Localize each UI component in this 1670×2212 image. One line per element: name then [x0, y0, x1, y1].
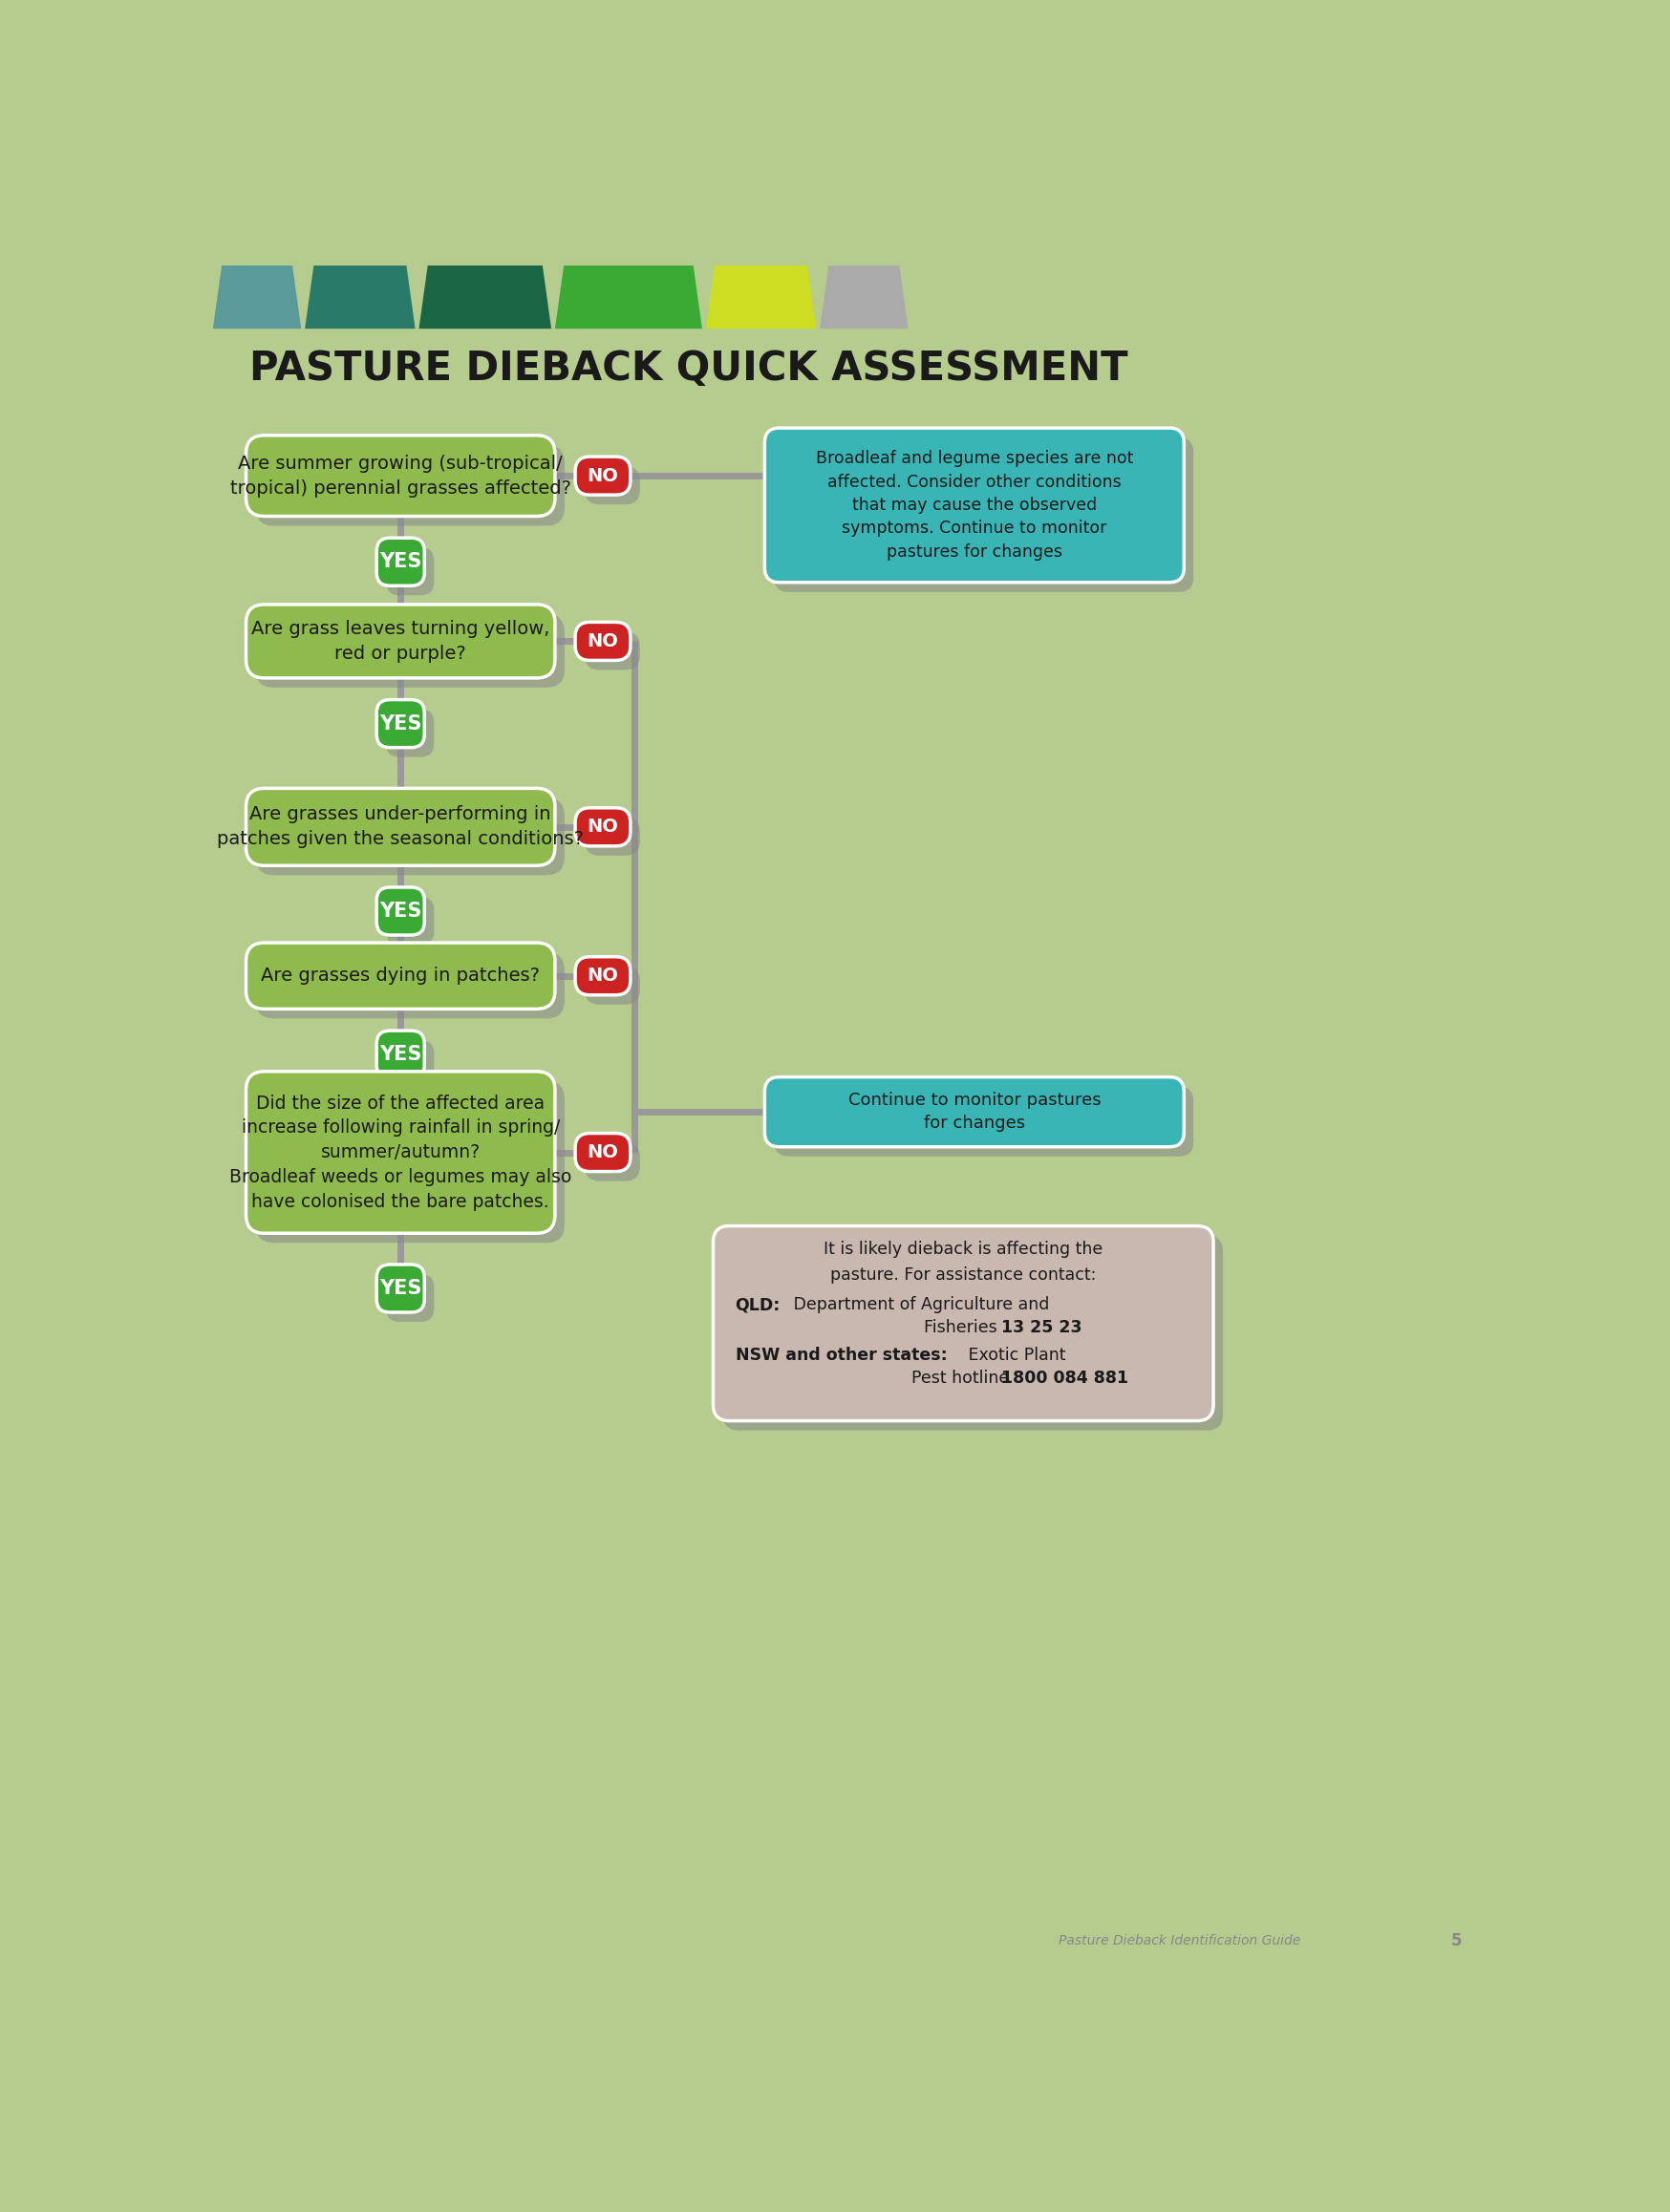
FancyBboxPatch shape: [386, 896, 434, 945]
FancyBboxPatch shape: [765, 427, 1184, 582]
FancyBboxPatch shape: [775, 1086, 1194, 1157]
Text: Broadleaf and legume species are not
affected. Consider other conditions
that ma: Broadleaf and legume species are not aff…: [815, 451, 1132, 560]
Text: YES: YES: [379, 553, 423, 571]
Text: PASTURE DIEBACK QUICK ASSESSMENT: PASTURE DIEBACK QUICK ASSESSMENT: [250, 349, 1129, 389]
Text: pasture. For assistance contact:: pasture. For assistance contact:: [830, 1267, 1096, 1283]
FancyBboxPatch shape: [377, 1031, 424, 1079]
FancyBboxPatch shape: [574, 1133, 630, 1172]
Text: YES: YES: [379, 1044, 423, 1064]
Text: Exotic Plant: Exotic Plant: [964, 1347, 1065, 1363]
FancyBboxPatch shape: [765, 1077, 1184, 1146]
Text: NO: NO: [588, 633, 618, 650]
FancyBboxPatch shape: [584, 967, 640, 1004]
Text: Are summer growing (sub-tropical/
tropical) perennial grasses affected?: Are summer growing (sub-tropical/ tropic…: [230, 453, 571, 498]
FancyBboxPatch shape: [256, 615, 564, 688]
Text: QLD:: QLD:: [735, 1296, 780, 1314]
Text: YES: YES: [379, 902, 423, 920]
Text: Fisheries: Fisheries: [924, 1318, 1002, 1336]
Text: NO: NO: [588, 467, 618, 484]
FancyBboxPatch shape: [245, 604, 554, 679]
FancyBboxPatch shape: [256, 445, 564, 526]
FancyBboxPatch shape: [256, 799, 564, 876]
FancyBboxPatch shape: [256, 1082, 564, 1243]
FancyBboxPatch shape: [723, 1237, 1222, 1431]
Polygon shape: [419, 265, 551, 330]
FancyBboxPatch shape: [775, 438, 1194, 593]
Text: NO: NO: [588, 818, 618, 836]
FancyBboxPatch shape: [377, 887, 424, 936]
Text: NO: NO: [588, 967, 618, 984]
Polygon shape: [820, 265, 908, 330]
FancyBboxPatch shape: [245, 436, 554, 515]
FancyBboxPatch shape: [256, 953, 564, 1018]
FancyBboxPatch shape: [245, 942, 554, 1009]
FancyBboxPatch shape: [584, 633, 640, 670]
Text: 13 25 23: 13 25 23: [1002, 1318, 1082, 1336]
FancyBboxPatch shape: [574, 622, 630, 661]
FancyBboxPatch shape: [713, 1225, 1214, 1420]
Text: Are grasses dying in patches?: Are grasses dying in patches?: [261, 967, 539, 984]
FancyBboxPatch shape: [584, 1144, 640, 1181]
Polygon shape: [306, 265, 416, 330]
Text: 1800 084 881: 1800 084 881: [1002, 1369, 1129, 1387]
Text: Are grass leaves turning yellow,
red or purple?: Are grass leaves turning yellow, red or …: [250, 619, 549, 664]
Text: YES: YES: [379, 714, 423, 732]
FancyBboxPatch shape: [584, 818, 640, 856]
FancyBboxPatch shape: [574, 456, 630, 495]
FancyBboxPatch shape: [377, 699, 424, 748]
Text: Did the size of the affected area
increase following rainfall in spring/
summer/: Did the size of the affected area increa…: [229, 1095, 571, 1210]
FancyBboxPatch shape: [574, 958, 630, 995]
FancyBboxPatch shape: [386, 1040, 434, 1088]
FancyBboxPatch shape: [377, 538, 424, 586]
FancyBboxPatch shape: [245, 1071, 554, 1234]
FancyBboxPatch shape: [245, 787, 554, 865]
FancyBboxPatch shape: [386, 549, 434, 595]
Text: Are grasses under-performing in
patches given the seasonal conditions?: Are grasses under-performing in patches …: [217, 805, 584, 849]
Polygon shape: [214, 265, 301, 330]
Text: 5: 5: [1451, 1931, 1461, 1949]
FancyBboxPatch shape: [386, 710, 434, 757]
FancyBboxPatch shape: [386, 1274, 434, 1323]
Text: Continue to monitor pastures
for changes: Continue to monitor pastures for changes: [848, 1093, 1101, 1133]
FancyBboxPatch shape: [584, 467, 640, 504]
Text: NO: NO: [588, 1144, 618, 1161]
Text: NSW and other states:: NSW and other states:: [735, 1347, 947, 1363]
Polygon shape: [706, 265, 817, 330]
FancyBboxPatch shape: [377, 1265, 424, 1312]
Polygon shape: [554, 265, 701, 330]
Text: Pasture Dieback Identification Guide: Pasture Dieback Identification Guide: [1059, 1933, 1301, 1947]
Text: Pest hotline: Pest hotline: [912, 1369, 1015, 1387]
FancyBboxPatch shape: [574, 807, 630, 845]
Text: Department of Agriculture and: Department of Agriculture and: [788, 1296, 1049, 1314]
Text: YES: YES: [379, 1279, 423, 1298]
Text: It is likely dieback is affecting the: It is likely dieback is affecting the: [823, 1241, 1102, 1259]
